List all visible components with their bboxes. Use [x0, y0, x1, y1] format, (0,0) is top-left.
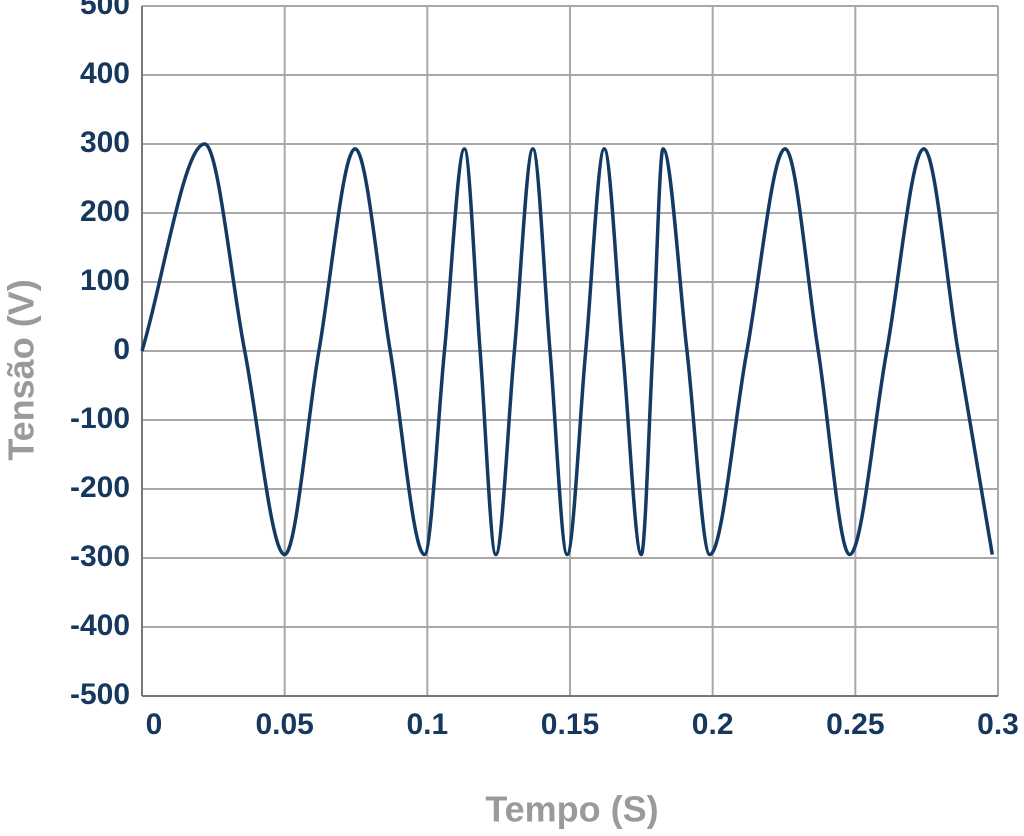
y-tick-label: 400 [80, 57, 130, 90]
y-tick-label: 0 [113, 333, 130, 366]
voltage-line [140, 142, 995, 557]
y-tick-label: -100 [70, 402, 130, 435]
x-tick-label: 0.25 [826, 708, 884, 741]
y-tick-label: 300 [80, 126, 130, 159]
y-tick-label: 500 [80, 0, 130, 21]
y-tick-label: -200 [70, 471, 130, 504]
y-tick-label: 100 [80, 264, 130, 297]
x-tick-label: 0 [146, 708, 163, 741]
x-tick-label: 0.2 [692, 708, 734, 741]
x-tick-label: 0.05 [255, 708, 313, 741]
x-tick-label: 0.3 [977, 708, 1019, 741]
x-tick-label: 0.15 [541, 708, 599, 741]
y-tick-label: -300 [70, 540, 130, 573]
x-tick-label: 0.1 [406, 708, 448, 741]
y-tick-label: -400 [70, 609, 130, 642]
y-tick-label: -500 [70, 678, 130, 711]
y-axis-title: Tensão (V) [1, 279, 42, 460]
x-axis-title: Tempo (S) [485, 789, 658, 830]
y-tick-label: 200 [80, 195, 130, 228]
